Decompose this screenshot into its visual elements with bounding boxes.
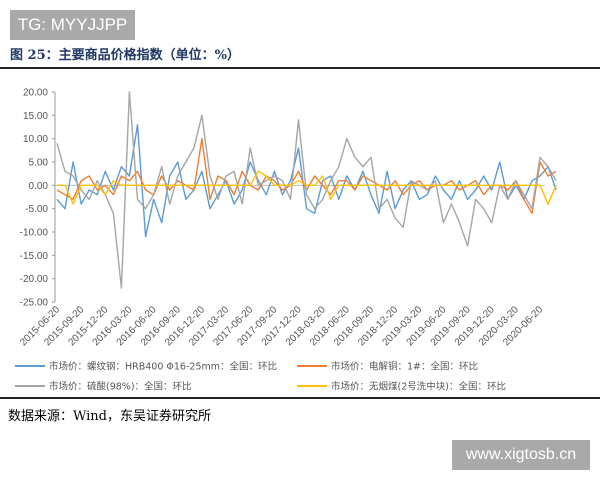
legend-label: 市场价：无烟煤(2号洗中块)：全国：环比: [331, 381, 506, 393]
y-tick-label: -25.00: [20, 298, 49, 309]
y-tick-label: 5.00: [29, 158, 49, 169]
legend-label: 市场价：电解铜：1#：全国：环比: [331, 361, 478, 373]
y-tick-label: -10.00: [20, 228, 49, 239]
watermark-top: TG: MYYJJPP: [10, 10, 135, 40]
figure-title: 图 25：主要商品价格指数（单位：%）: [10, 48, 240, 63]
chart: 20.00 15.00 10.00 5.00 0.00 -5.00 -10.00 -15.00…: [15, 88, 557, 393]
series-line-1: [56, 123, 557, 238]
legend-label: 市场价：螺纹钢：HRB400 Φ16-25mm：全国：环比: [49, 361, 277, 373]
series-line-2: [56, 137, 557, 215]
source-note: 数据来源：Wind，东吴证券研究所: [8, 409, 211, 424]
y-tick-label: 15.00: [23, 111, 48, 122]
y-tick-label: 10.00: [23, 134, 48, 145]
y-tick-label: 0.00: [29, 181, 49, 192]
divider: [0, 67, 600, 69]
series-line-4: [57, 170, 557, 205]
y-tick-label: 20.00: [23, 88, 48, 99]
y-tick-label: -15.00: [20, 251, 49, 262]
divider: [0, 397, 600, 399]
legend-label: 市场价：硫酸(98%)：全国：环比: [49, 381, 192, 393]
y-tick-label: -20.00: [20, 274, 49, 285]
y-tick-label: -5.00: [25, 204, 48, 215]
watermark-bottom: www.xigtosb.cn: [452, 440, 590, 470]
series-line-3: [56, 91, 557, 289]
